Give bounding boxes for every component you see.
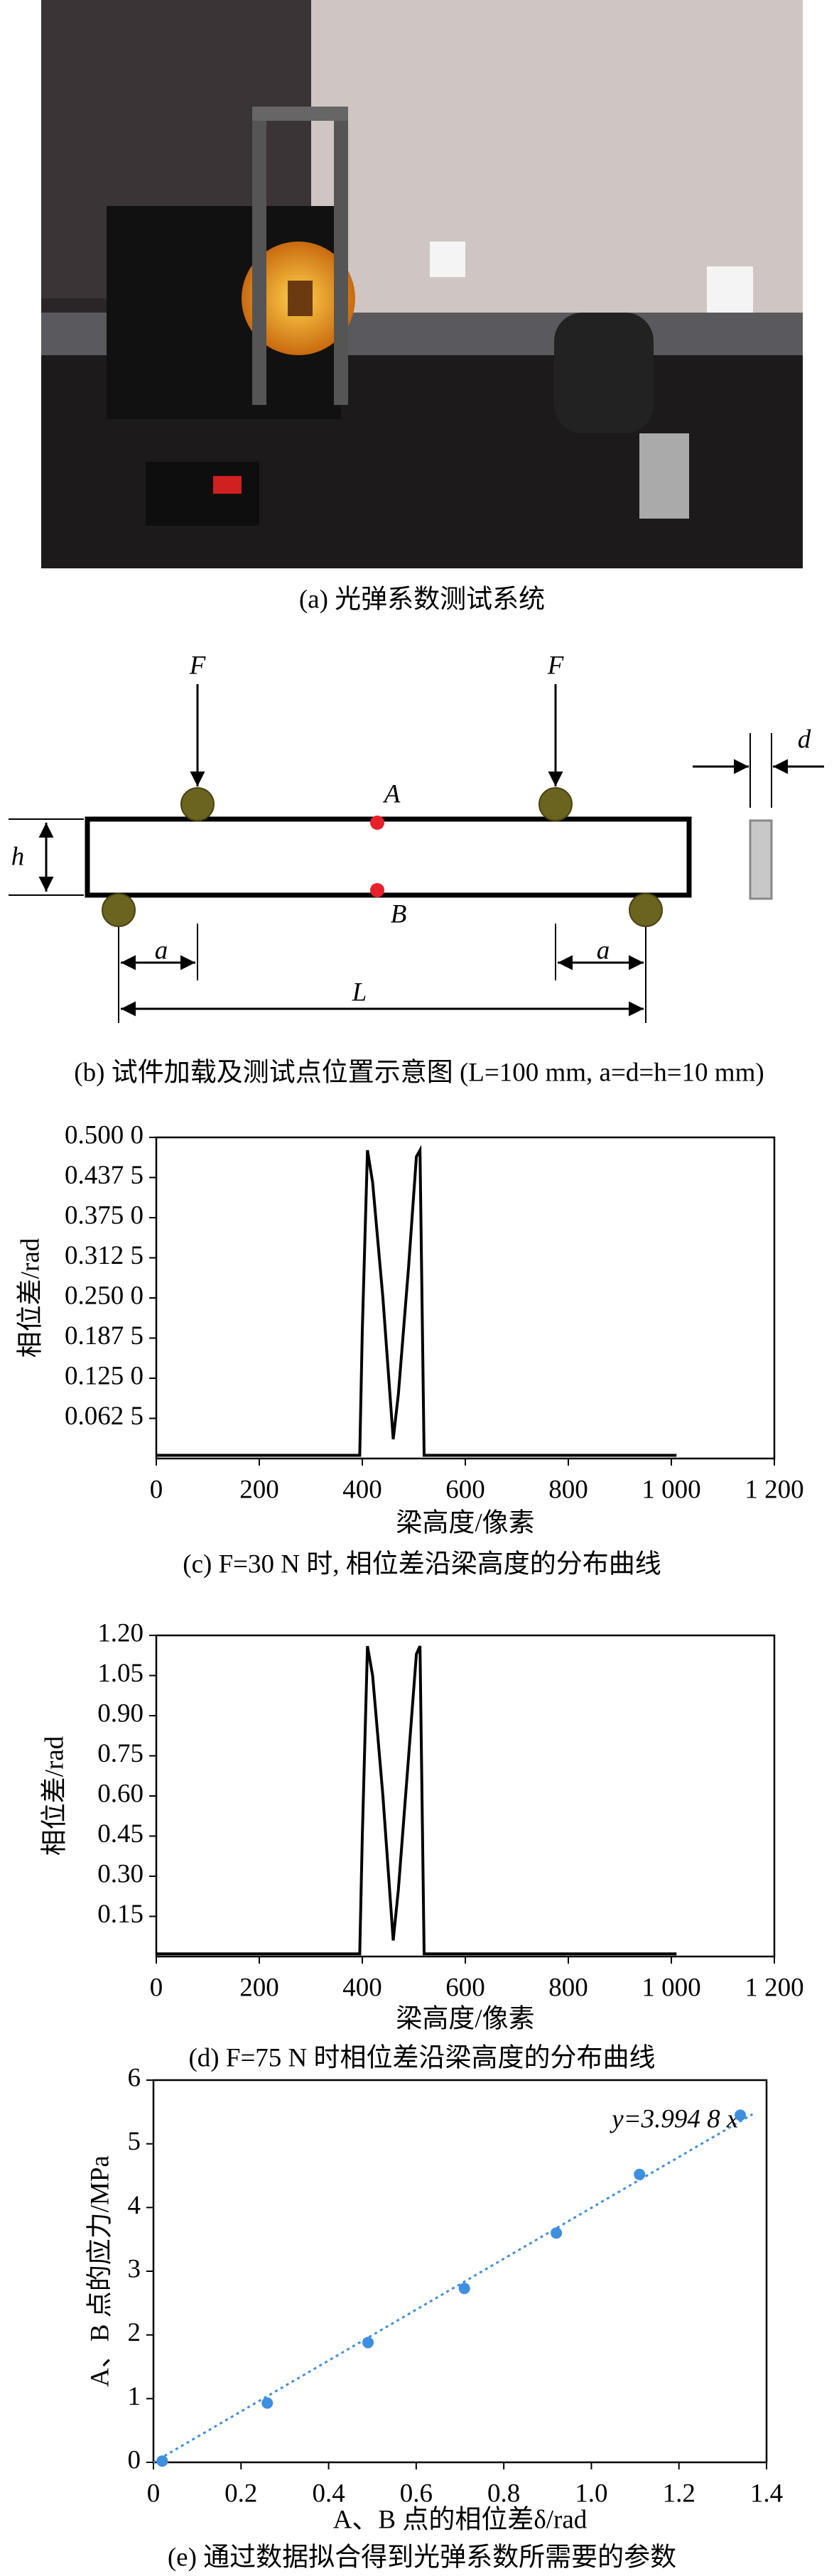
x-tick-label: 0.4 [312, 2479, 345, 2508]
x-tick-label: 1.0 [575, 2479, 607, 2508]
x-tick-label: 200 [239, 1973, 279, 2002]
x-axis-label: 梁高度/像素 [396, 1508, 534, 1537]
y-tick-label: 2 [128, 2318, 141, 2347]
y-axis-label: A、B 点的应力/MPa [85, 2155, 114, 2387]
y-tick-label: 6 [128, 2063, 141, 2092]
force-label: F [189, 651, 206, 680]
y-tick-label: 0.75 [97, 1739, 144, 1768]
y-tick-label: 0.90 [97, 1699, 144, 1728]
y-tick-label: 0.15 [97, 1900, 144, 1929]
dimension-label: d [798, 725, 811, 754]
x-tick-label: 600 [445, 1973, 485, 2002]
photo-caption: (a) 光弹系数测试系统 [299, 584, 545, 614]
x-axis-label: A、B 点的相位差δ/rad [333, 2504, 588, 2534]
y-tick-label: 0.375 0 [65, 1201, 144, 1230]
point [156, 2455, 168, 2467]
x-tick-label: 400 [342, 1475, 382, 1504]
x-tick-label: 1 000 [642, 1475, 700, 1504]
x-tick-label: 0.2 [224, 2479, 257, 2508]
point [551, 2227, 563, 2239]
y-axis-label: 相位差/rad [39, 1736, 69, 1856]
diagram-caption: (b) 试件加载及测试点位置示意图 (L=100 mm, a=d=h=10 mm… [74, 1057, 764, 1087]
y-tick-label: 0.60 [97, 1779, 144, 1808]
x-tick-label: 0.6 [400, 2479, 433, 2508]
chart-caption: (c) F=30 N 时, 相位差沿梁高度的分布曲线 [183, 1549, 661, 1579]
chart-caption: (d) F=75 N 时相位差沿梁高度的分布曲线 [188, 2042, 655, 2072]
y-tick-label: 0.500 0 [65, 1120, 144, 1149]
y-tick-label: 0.30 [97, 1859, 144, 1888]
trendline [153, 2113, 754, 2464]
x-tick-label: 1 200 [745, 1475, 803, 1504]
line-series [156, 1645, 677, 1956]
y-tick-label: 0.062 5 [65, 1402, 144, 1431]
diagram [9, 684, 824, 1023]
point-label: B [391, 899, 407, 929]
y-tick-label: 4 [128, 2191, 141, 2220]
x-tick-label: 0 [150, 1475, 163, 1504]
y-tick-label: 0.45 [97, 1819, 144, 1849]
point [735, 2109, 747, 2121]
point [634, 2168, 646, 2180]
dimension-label: h [11, 842, 25, 871]
plot-frame [152, 2079, 768, 2464]
y-axis-label: 相位差/rad [15, 1238, 45, 1358]
x-tick-label: 800 [548, 1973, 588, 2002]
x-tick-label: 0 [147, 2479, 161, 2508]
x-tick-label: 800 [548, 1475, 588, 1504]
y-tick-label: 0 [128, 2445, 141, 2474]
x-tick-label: 600 [445, 1475, 485, 1504]
dimension-label: a [155, 936, 168, 965]
x-tick-label: 200 [239, 1475, 279, 1504]
trendline-label: y=3.994 8 x [609, 2104, 739, 2133]
point [458, 2283, 470, 2295]
y-tick-label: 0.250 0 [65, 1281, 144, 1310]
photo [41, 0, 803, 568]
x-tick-label: 1 000 [642, 1973, 700, 2002]
force-label: F [547, 651, 564, 680]
dimension-label: L [352, 978, 367, 1007]
x-axis-label: 梁高度/像素 [396, 2003, 534, 2033]
point [261, 2397, 274, 2409]
x-tick-label: 1.4 [750, 2479, 783, 2508]
y-tick-label: 5 [128, 2127, 141, 2156]
x-tick-label: 1 200 [745, 1973, 803, 2002]
dimension-label: a [597, 936, 610, 965]
y-tick-label: 0.437 5 [65, 1161, 144, 1190]
y-tick-label: 1 [128, 2382, 141, 2411]
x-tick-label: 400 [342, 1973, 382, 2002]
chart-caption: (e) 通过数据拟合得到光弹系数所需要的参数 [168, 2542, 676, 2572]
y-tick-label: 0.312 5 [65, 1241, 144, 1270]
y-tick-label: 0.125 0 [65, 1361, 144, 1390]
point [362, 2337, 374, 2349]
x-tick-label: 0.8 [487, 2479, 520, 2508]
x-tick-label: 0 [150, 1973, 163, 2002]
y-tick-label: 1.20 [97, 1618, 144, 1647]
plot-frame [155, 1136, 776, 1460]
y-tick-label: 0.187 5 [65, 1321, 144, 1351]
point-label: A [382, 779, 401, 808]
x-tick-label: 1.2 [663, 2479, 695, 2508]
y-tick-label: 3 [128, 2254, 141, 2283]
y-tick-label: 1.05 [97, 1659, 144, 1688]
line-series [156, 1144, 677, 1457]
plot-frame [155, 1634, 776, 1958]
